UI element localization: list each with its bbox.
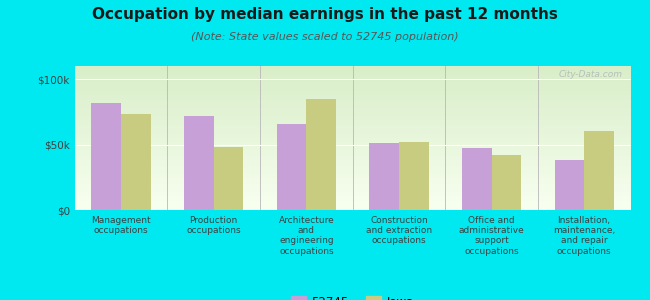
Bar (277, 124, 306, 210)
Bar (214, 147, 243, 210)
Bar (554, 160, 584, 210)
Bar (399, 142, 428, 210)
Bar (491, 155, 521, 210)
Text: Occupation by median earnings in the past 12 months: Occupation by median earnings in the pas… (92, 8, 558, 22)
Bar (462, 148, 491, 210)
Bar (92, 103, 121, 210)
Legend: 52745, Iowa: 52745, Iowa (287, 291, 419, 300)
Text: City-Data.com: City-Data.com (558, 70, 622, 79)
Text: (Note: State values scaled to 52745 population): (Note: State values scaled to 52745 popu… (191, 32, 459, 41)
Bar (121, 114, 151, 210)
Bar (184, 116, 214, 210)
Bar (584, 131, 614, 210)
Bar (306, 99, 336, 210)
Bar (369, 143, 399, 210)
